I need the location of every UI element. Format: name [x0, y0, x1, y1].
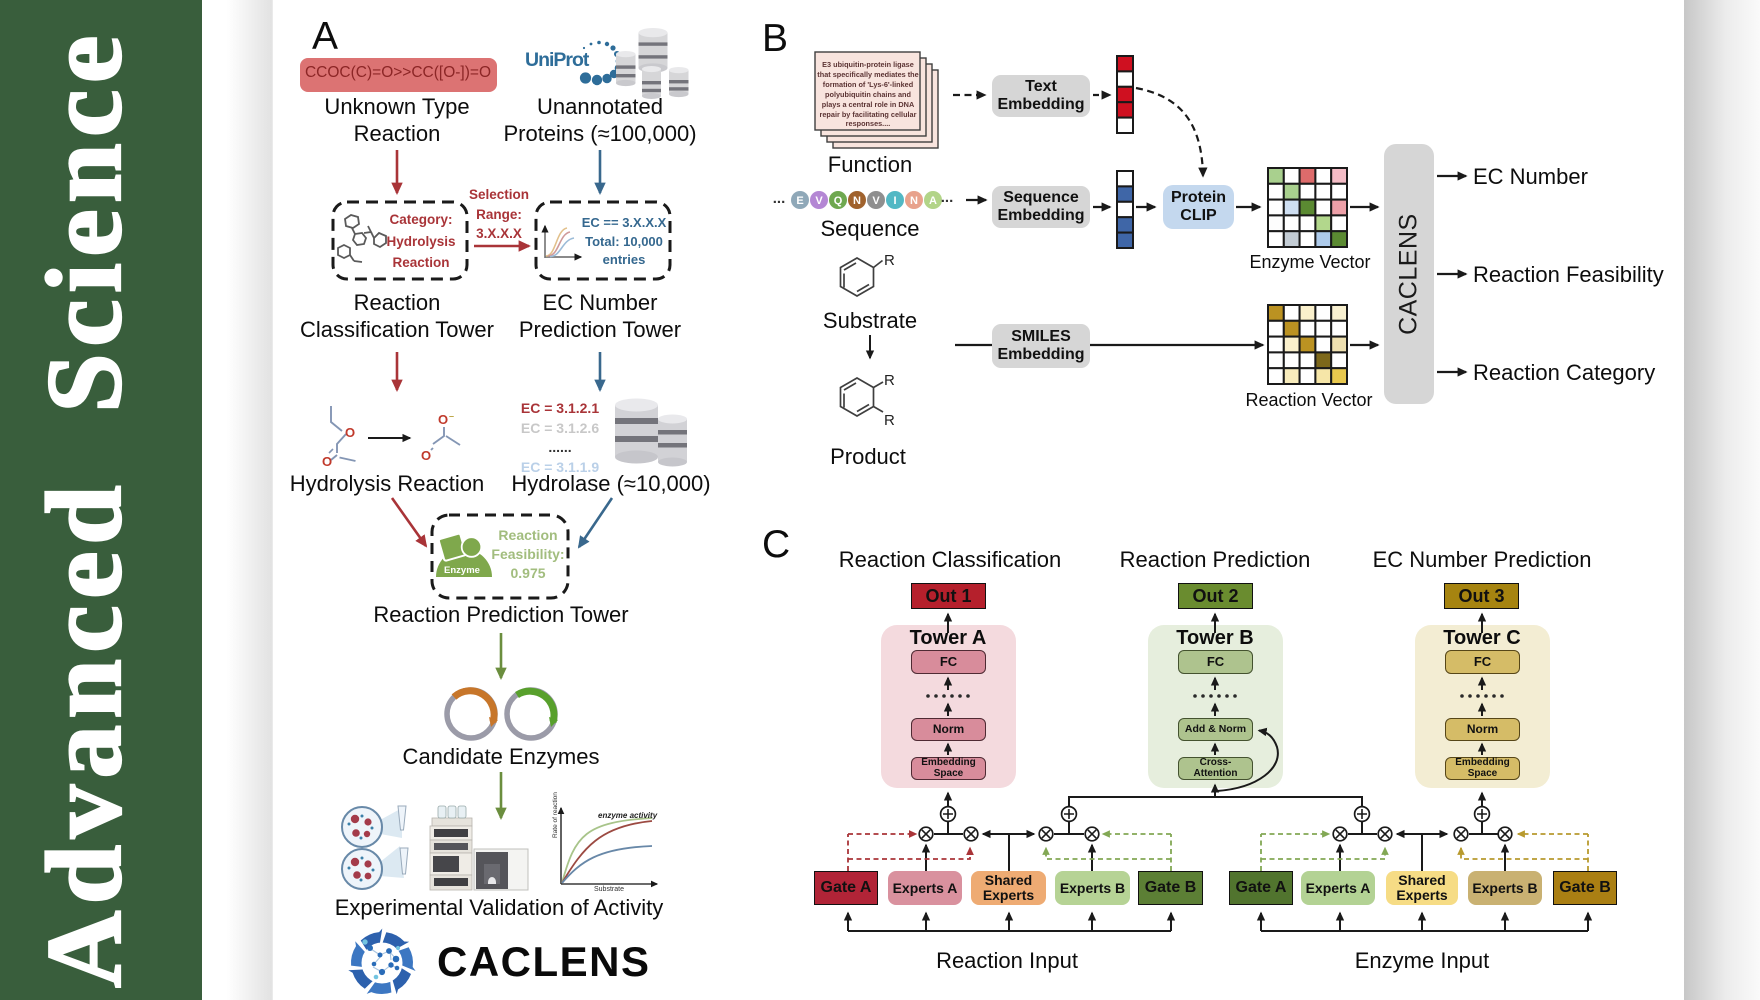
svg-text:O: O [322, 454, 332, 469]
svg-text:E: E [796, 195, 803, 207]
svg-text:O: O [345, 425, 355, 440]
svg-text:Q: Q [834, 195, 843, 207]
svg-text:...: ... [941, 189, 954, 206]
svg-text:N: N [910, 195, 918, 207]
svg-text:V: V [872, 195, 880, 207]
svg-text:...: ... [773, 190, 786, 207]
svg-text:R: R [884, 412, 895, 429]
svg-text:V: V [815, 195, 823, 207]
svg-text:I: I [893, 195, 896, 207]
svg-text:–: – [449, 411, 454, 421]
svg-text:Enzyme: Enzyme [444, 565, 480, 576]
svg-text:R: R [884, 252, 895, 269]
svg-text:O: O [421, 448, 431, 463]
svg-text:N: N [853, 195, 861, 207]
svg-text:A: A [929, 195, 937, 207]
svg-text:O: O [438, 412, 448, 427]
svg-text:R: R [884, 372, 895, 389]
